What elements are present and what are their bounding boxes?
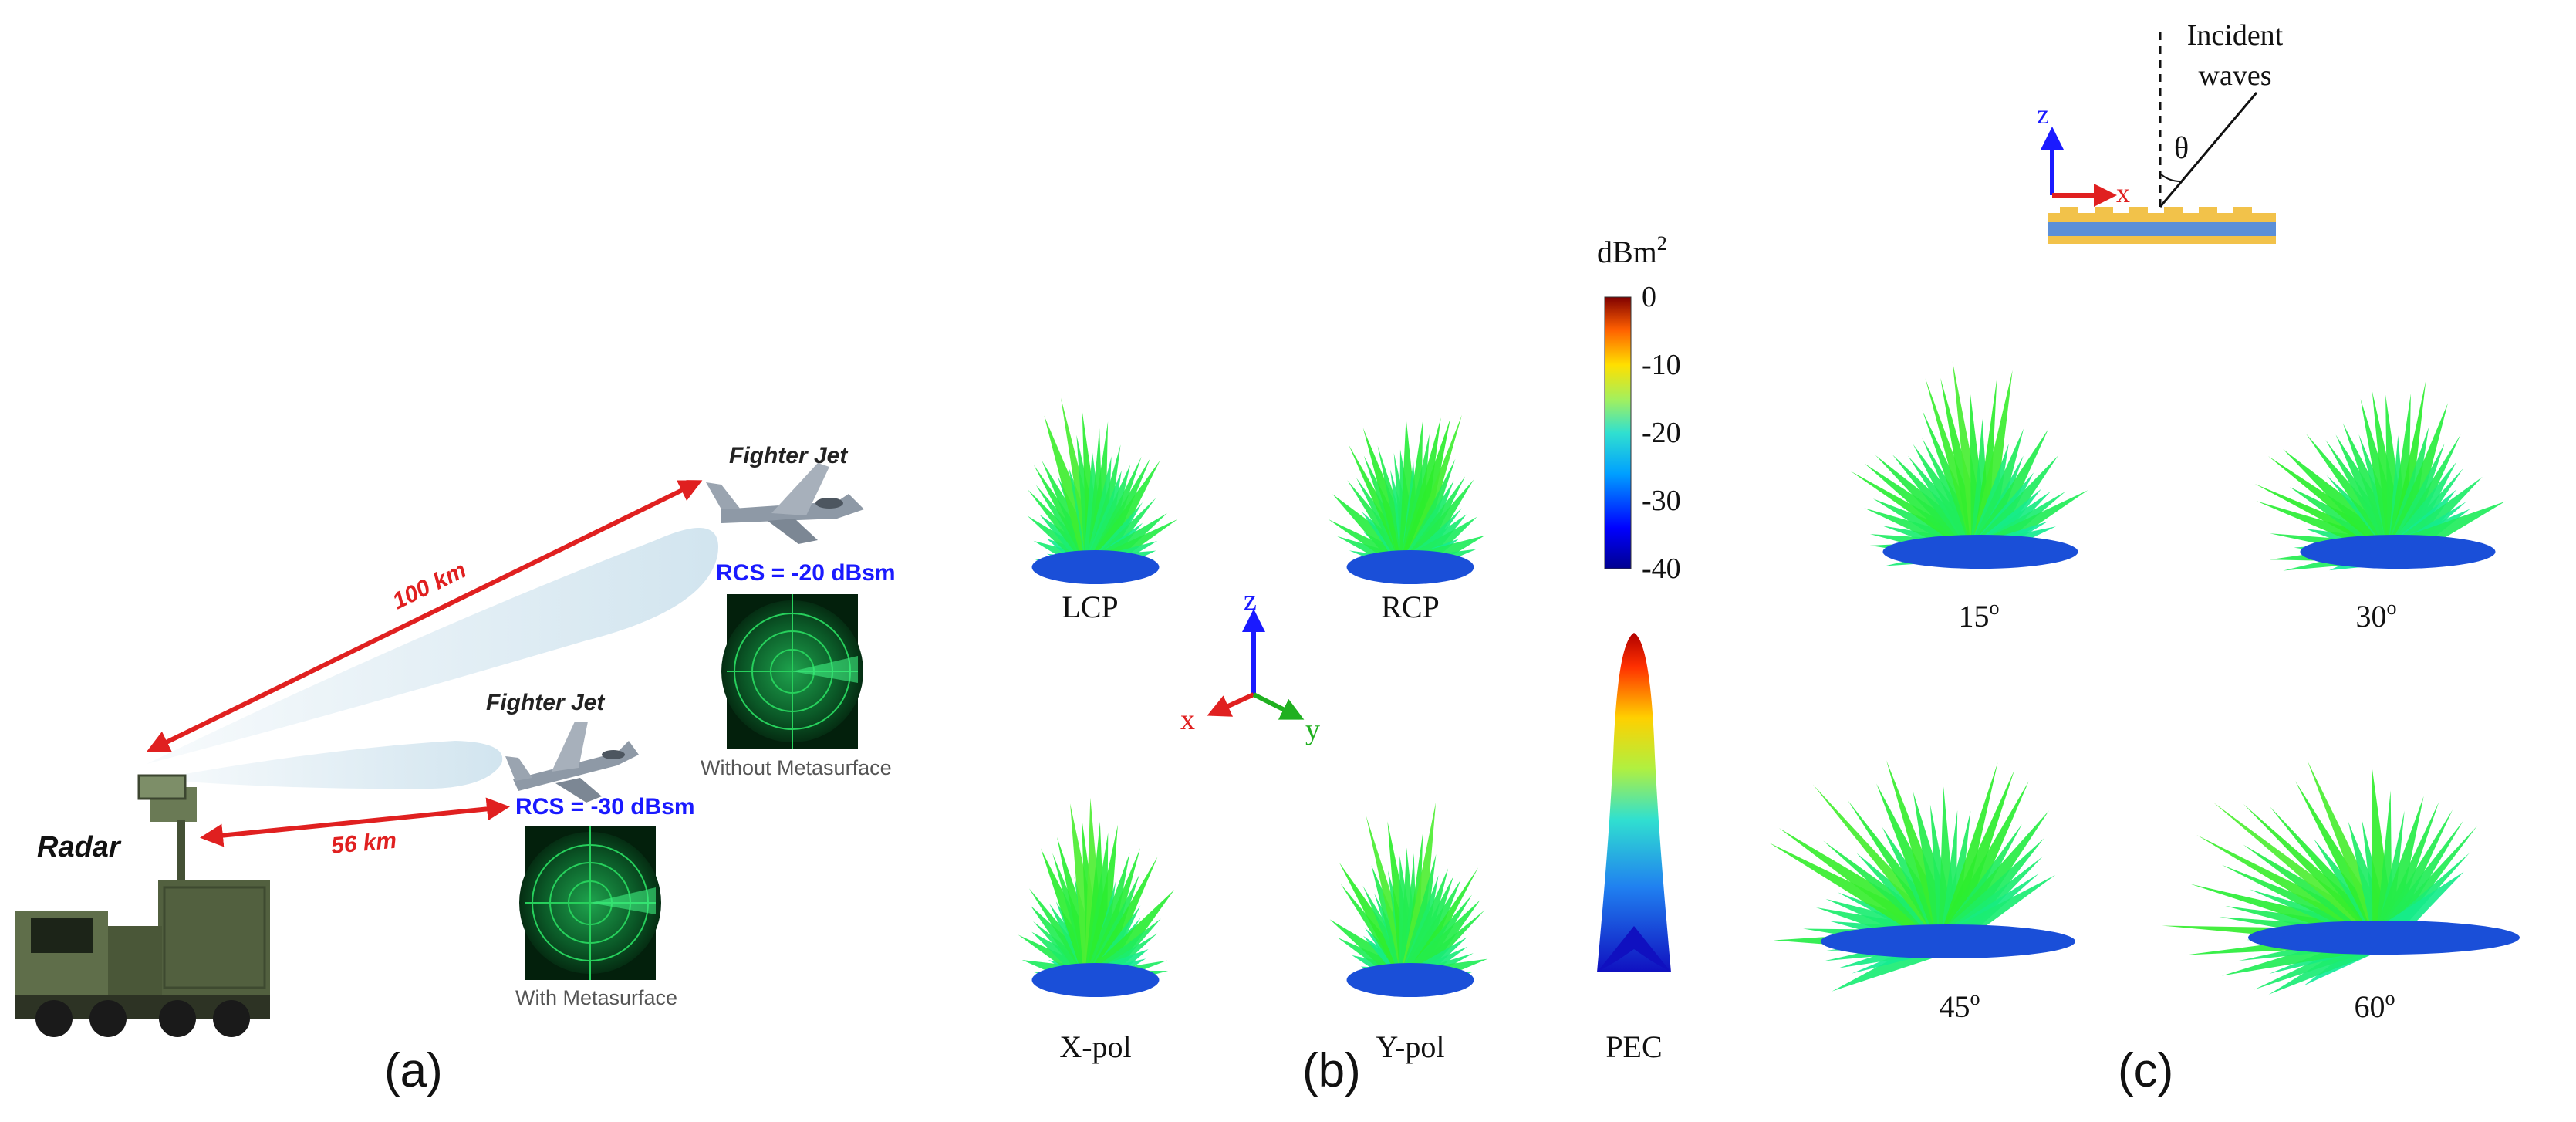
lobe-spike	[1970, 428, 2024, 556]
rcs-bottom-label: RCS = -30 dBsm	[515, 794, 695, 820]
colorbar-tick-label: -10	[1642, 349, 1681, 381]
pattern-ypol	[1329, 802, 1488, 997]
lobe-spike	[1399, 417, 1451, 572]
lobe-spike	[1085, 465, 1131, 573]
axes-triad-b	[1207, 609, 1305, 720]
lobe-base	[1346, 550, 1474, 584]
panel-a: 100 km 56 km Radar Fight	[15, 443, 896, 1097]
pattern-xpol	[1018, 797, 1175, 997]
pattern-rcp-label: RCP	[1381, 590, 1440, 624]
lobe-spike	[1938, 781, 2029, 946]
without-metasurface-caption: Without Metasurface	[701, 756, 892, 779]
beam-bottom	[154, 741, 503, 789]
lobe-spike	[1970, 370, 2013, 554]
distance-label-100km: 100 km	[389, 557, 471, 614]
radar-scope-top	[721, 594, 863, 749]
axis-z-label-c: z	[2037, 99, 2049, 130]
lobe-spike	[1399, 802, 1437, 983]
pattern-pec	[1597, 633, 1671, 972]
panel-c: z x θ Incident waves 15o 30o 45o 60o (c)	[1768, 19, 2520, 1097]
pattern-15deg	[1850, 361, 2088, 569]
panel-c-label: (c)	[2118, 1044, 2173, 1097]
pattern-lcp-label: LCP	[1062, 590, 1118, 624]
lobe-spike	[1399, 417, 1441, 571]
fighter-jet-bottom-label: Fighter Jet	[486, 690, 606, 715]
distance-label-56km: 56 km	[330, 828, 398, 859]
axis-x-label-c: x	[2116, 177, 2130, 208]
angle-60-label: 60o	[2355, 987, 2395, 1024]
incident-label-line2: waves	[2199, 59, 2272, 92]
lobe-spike	[1403, 414, 1462, 572]
lobe-spike	[1969, 443, 2009, 556]
panel-b: LCP RCP X-pol Y-pol PEC z x y dBm2 0 -10 -…	[1018, 232, 1681, 1097]
pattern-30deg	[2254, 380, 2506, 571]
fighter-jet-bottom-icon	[505, 722, 639, 803]
distance-arrow-56km	[200, 797, 510, 847]
lobe-base	[1031, 550, 1160, 584]
panel-b-label: (b)	[1302, 1044, 1361, 1097]
lobe-spike	[1939, 810, 1971, 943]
angle-15-label: 15o	[1959, 596, 2000, 634]
radar-label: Radar	[37, 831, 122, 863]
radar-scope-bottom	[519, 826, 661, 980]
panel-a-label: (a)	[384, 1044, 443, 1097]
fighter-jet-top-label: Fighter Jet	[729, 443, 849, 468]
lobe-spike	[1399, 853, 1437, 984]
theta-label: θ	[2174, 130, 2189, 165]
with-metasurface-caption: With Metasurface	[515, 986, 677, 1009]
colorbar-tick-label: -20	[1642, 417, 1681, 449]
axis-z-label-b: z	[1244, 584, 1257, 617]
lobe-base	[2300, 535, 2496, 569]
pattern-xpol-label: X-pol	[1059, 1029, 1131, 1064]
lobe-spike	[2387, 403, 2448, 556]
colorbar-ticks: 0 -10 -20 -30 -40	[1642, 281, 1681, 585]
lobe-spike	[2375, 802, 2439, 941]
fighter-jet-top-icon	[706, 463, 864, 544]
pattern-rcp	[1328, 414, 1485, 584]
axis-x-label-b: x	[1180, 704, 1195, 736]
colorbar-tick-label: -40	[1642, 553, 1681, 585]
distance-arrow-100km	[146, 480, 703, 752]
lobe-spike	[2375, 809, 2453, 941]
pattern-pec-label: PEC	[1605, 1029, 1662, 1064]
lobe-spike	[2375, 810, 2405, 939]
colorbar-tick-label: -30	[1642, 485, 1681, 517]
colorbar-tick-label: 0	[1642, 281, 1656, 313]
lobe-spike	[1937, 769, 2015, 945]
lobe-spike	[1085, 824, 1118, 983]
radar-truck-icon	[15, 774, 270, 1037]
lobe-spike	[2389, 380, 2426, 554]
incident-wave-inset	[2041, 31, 2276, 244]
lobe-base	[2248, 921, 2520, 955]
lobe-base	[1346, 963, 1474, 997]
lobe-spike	[2373, 796, 2424, 940]
rcs-top-label: RCS = -20 dBsm	[716, 560, 896, 586]
incident-label-line1: Incident	[2187, 19, 2284, 52]
lobe-spike	[1972, 378, 1997, 553]
pattern-ypol-label: Y-pol	[1376, 1029, 1445, 1064]
pattern-lcp	[1027, 397, 1178, 584]
pattern-60deg	[2162, 760, 2520, 995]
lobe-base	[1882, 535, 2078, 569]
lobe-spike	[2386, 427, 2429, 556]
lobe-spike	[1939, 762, 1998, 944]
lobe-spike	[1778, 828, 1955, 951]
angle-45-label: 45o	[1940, 987, 1980, 1024]
beam-top	[147, 528, 718, 764]
pattern-45deg	[1768, 760, 2075, 992]
angle-30-label: 30o	[2356, 596, 2397, 634]
lobe-base	[1031, 963, 1160, 997]
colorbar-title: dBm2	[1597, 232, 1667, 269]
axis-y-label-b: y	[1305, 714, 1320, 746]
lobe-base	[1821, 924, 2075, 958]
lobe-spike	[1085, 853, 1130, 985]
colorbar	[1604, 296, 1632, 569]
